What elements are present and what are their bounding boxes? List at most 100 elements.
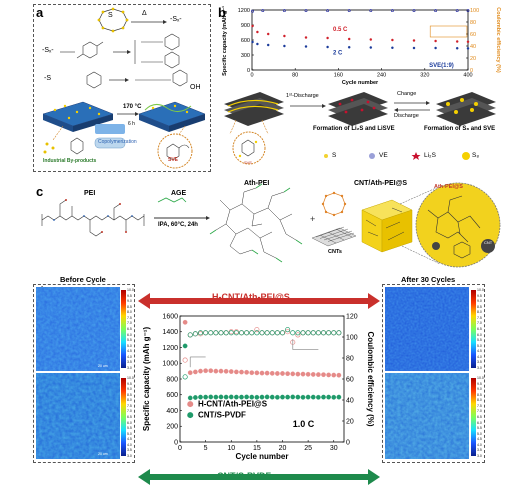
- data-point: [254, 330, 260, 336]
- colorbar-tick-label: 5.5: [127, 338, 132, 343]
- legend-label: H-CNT/Ath-PEI@S: [198, 400, 268, 409]
- data-point: [223, 368, 229, 374]
- colorbar-tick-label: 9.0: [127, 387, 132, 392]
- legend-label: CNT/S-PVDF: [198, 411, 246, 420]
- data-point: [300, 330, 306, 336]
- data-point: [198, 368, 203, 374]
- data-point: [223, 394, 229, 400]
- colorbar-tick-label: 3.0: [477, 454, 482, 458]
- colorbar-tick-label: 5.0: [477, 343, 482, 348]
- data-point: [434, 46, 437, 50]
- colorbar-tick-label: 10.0: [127, 288, 134, 292]
- colorbar-tick-label: 7.5: [477, 403, 482, 408]
- y2-tick-label: 100: [346, 334, 358, 341]
- cycling-chart-d: 0 5 10 15 20 25 300200400600800100012001400160…: [142, 313, 375, 461]
- data-point: [369, 9, 373, 13]
- y2-tick-label: 40: [470, 44, 476, 50]
- data-point: [218, 368, 224, 374]
- x-tick-label: 30: [330, 445, 338, 452]
- x-tick-label: 320: [420, 73, 429, 79]
- x-tick-label: 240: [377, 73, 386, 79]
- data-point: [310, 394, 316, 400]
- y2-tick-label: 60: [346, 376, 354, 383]
- data-point: [256, 42, 259, 46]
- y-tick-label: 200: [166, 424, 178, 431]
- data-point: [412, 46, 416, 50]
- data-point: [331, 394, 337, 400]
- x-axis-label: Cycle number: [342, 80, 379, 86]
- colorbar-tick-label: 9.5: [127, 381, 132, 386]
- colorbar-tick-label: 9.0: [477, 387, 482, 392]
- colorbar-tick-label: 5.0: [127, 431, 132, 436]
- data-point: [187, 395, 193, 401]
- data-point: [295, 394, 301, 400]
- data-point: [315, 330, 321, 336]
- data-point: [259, 370, 265, 376]
- highlight-box: [429, 25, 468, 38]
- data-point: [336, 394, 342, 400]
- colorbar-tick-label: 4.0: [127, 442, 132, 447]
- ath-pei-s-label: Ath-PEI@S: [434, 184, 463, 190]
- data-point: [466, 9, 470, 13]
- y2-tick-label: 20: [346, 418, 354, 425]
- colorbar-tick-label: 5.5: [477, 338, 482, 343]
- y-tick-label: 600: [241, 38, 250, 44]
- colorbar-tick-label: 8.0: [127, 310, 132, 315]
- data-point: [251, 9, 254, 13]
- colorbar-tick-label: 6.5: [477, 327, 482, 331]
- data-point: [259, 394, 265, 400]
- data-point: [316, 372, 321, 377]
- data-point: [285, 327, 291, 333]
- colorbar-tick-label: 6.5: [477, 415, 482, 419]
- colorbar-tick-label: 9.5: [477, 381, 482, 386]
- panel-b-label: b: [218, 5, 226, 20]
- oh-label: OH: [190, 84, 201, 91]
- y-tick-label: 400: [166, 408, 178, 415]
- data-point: [455, 40, 459, 43]
- data-point: [238, 330, 245, 336]
- data-point: [283, 34, 286, 38]
- colorbar-tick-label: 4.5: [477, 437, 482, 442]
- data-point: [234, 369, 239, 375]
- ath-pei-network-icon: [215, 187, 297, 259]
- data-point: [213, 330, 219, 336]
- data-point: [254, 327, 260, 333]
- sve-label: SVE: [168, 157, 179, 163]
- byproducts-label: Industrial By-products: [43, 158, 97, 164]
- data-point: [304, 36, 308, 39]
- data-point: [249, 394, 255, 400]
- sve-small-label: SVE: [244, 160, 253, 165]
- y2-tick-label: 40: [346, 397, 354, 404]
- cycling-chart-b: 0 80 160 240 320 4000300600900120002040608010…: [221, 6, 501, 86]
- data-point: [264, 370, 270, 376]
- y2-tick-label: 80: [346, 355, 354, 362]
- colorbar-tick-label: 10.0: [477, 288, 484, 292]
- colorbar-tick-label: 4.0: [127, 354, 132, 359]
- data-point: [390, 9, 394, 13]
- data-point: [203, 330, 209, 336]
- colorbar-tick-label: 7.0: [477, 321, 482, 326]
- colorbar-tick-label: 3.5: [127, 360, 132, 365]
- data-point: [269, 330, 275, 336]
- data-point: [244, 394, 249, 400]
- colorbar-tick-label: 4.0: [477, 354, 482, 359]
- colorbar-tick-label: 4.5: [127, 349, 132, 354]
- data-point: [192, 331, 198, 337]
- data-point: [336, 330, 342, 336]
- time-label: 6 h: [128, 121, 135, 127]
- colorbar-tick-label: 8.5: [127, 392, 132, 397]
- data-point: [466, 47, 470, 50]
- scale-bar-before-1: 20 um: [98, 364, 108, 368]
- data-point: [290, 330, 296, 336]
- panel-a-box: [33, 4, 211, 172]
- formation-li2s-label: Formation of Li₂S and LiSVE: [313, 126, 395, 132]
- colorbar-tick-label: 3.5: [477, 448, 482, 453]
- data-point: [369, 46, 373, 49]
- data-point: [266, 32, 270, 36]
- colorbar-tick-label: 6.0: [127, 420, 132, 425]
- before-cycle-title: Before Cycle: [60, 275, 106, 284]
- data-point: [228, 394, 234, 400]
- colorbar-tick-label: 7.5: [127, 315, 132, 320]
- data-point: [295, 330, 301, 336]
- top-double-arrow: [138, 293, 380, 309]
